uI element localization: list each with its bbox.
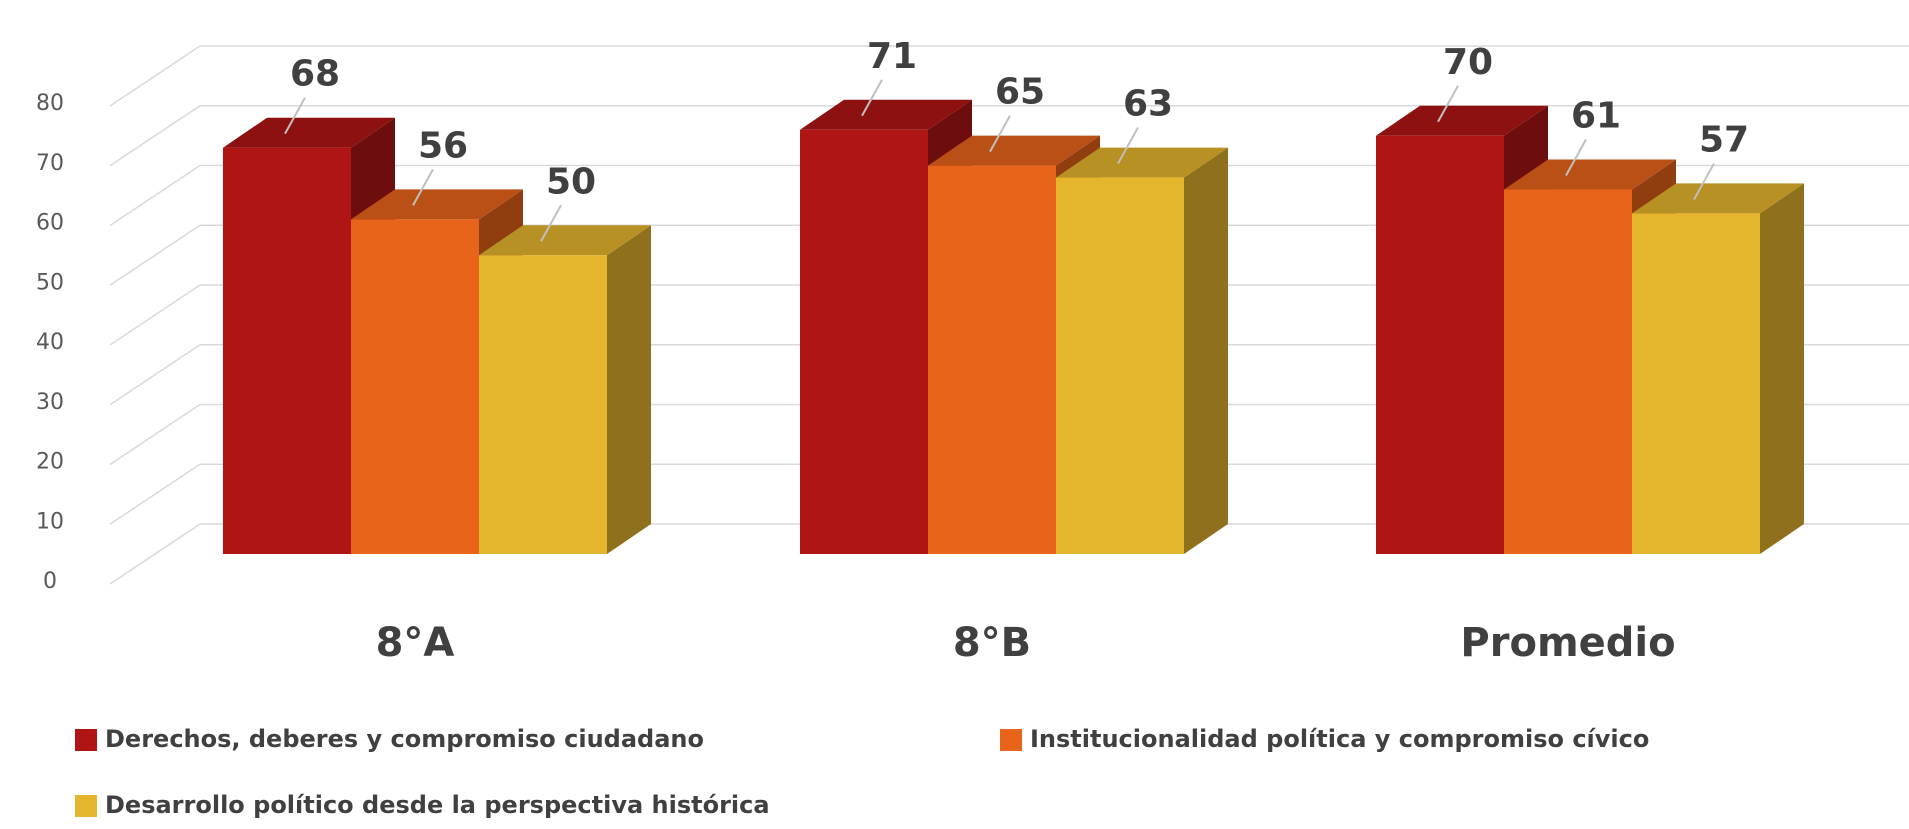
bar (800, 129, 928, 554)
y-tick-label: 0 (43, 569, 57, 594)
leader-line (540, 204, 562, 242)
y-tick-label: 40 (36, 330, 64, 355)
bar (223, 147, 351, 554)
y-tick-label: 70 (36, 151, 64, 176)
data-label: 71 (867, 36, 917, 77)
leader-line (284, 97, 306, 135)
grid-line (109, 164, 201, 227)
y-tick-label: 10 (36, 509, 64, 534)
grid-line (109, 284, 201, 346)
x-tick-label: 8°B (953, 620, 1031, 666)
bar (351, 219, 479, 554)
bar-top (800, 99, 972, 130)
bar (1632, 213, 1760, 555)
data-label: 50 (546, 161, 596, 202)
leader-line (1693, 162, 1715, 200)
bar-top (928, 135, 1100, 166)
grid-line (109, 523, 201, 585)
bar-top (1376, 105, 1548, 136)
data-label: 63 (1123, 84, 1173, 125)
grid-line (109, 344, 201, 406)
bar (1504, 189, 1632, 554)
bar-side (1184, 147, 1228, 554)
grid-line (109, 463, 201, 525)
leader-line (1117, 127, 1139, 165)
bar (479, 255, 607, 554)
data-label: 56 (418, 125, 468, 166)
bar (1376, 135, 1504, 554)
legend-swatch (75, 729, 97, 751)
grid-line (109, 105, 201, 167)
leader-line (412, 168, 434, 206)
data-label: 65 (995, 72, 1045, 113)
bar-side (607, 225, 651, 554)
leader-line (1437, 85, 1459, 123)
data-label: 61 (1571, 96, 1621, 137)
leader-line (989, 115, 1011, 153)
bar (928, 165, 1056, 554)
bar-top (1056, 147, 1228, 178)
bar-top (1632, 183, 1804, 214)
bar-side (1760, 183, 1804, 555)
legend-swatch (1000, 729, 1022, 751)
leader-line (1565, 139, 1587, 177)
legend-label: Institucionalidad política y compromiso … (1030, 725, 1649, 753)
x-tick-label: 8°A (376, 620, 455, 666)
legend-swatch (75, 795, 97, 817)
legend-label: Desarrollo político desde la perspectiva… (105, 791, 770, 819)
y-tick-label: 50 (36, 270, 64, 295)
bar-top (479, 225, 651, 256)
bar-top (223, 117, 395, 148)
bar-top (1504, 159, 1676, 190)
x-tick-label: Promedio (1460, 620, 1675, 666)
bar-top (351, 189, 523, 220)
bar (1056, 177, 1184, 554)
grid-line (109, 45, 201, 107)
y-tick-label: 30 (36, 390, 64, 415)
grid-line (109, 403, 201, 466)
y-tick-label: 20 (36, 450, 64, 475)
data-label: 68 (290, 54, 340, 95)
leader-line (861, 79, 883, 117)
y-tick-label: 60 (36, 211, 64, 236)
legend-label: Derechos, deberes y compromiso ciudadano (105, 725, 704, 753)
y-tick-label: 80 (36, 91, 64, 116)
data-label: 70 (1443, 42, 1493, 83)
grid-line (109, 224, 201, 286)
data-label: 57 (1699, 119, 1749, 160)
